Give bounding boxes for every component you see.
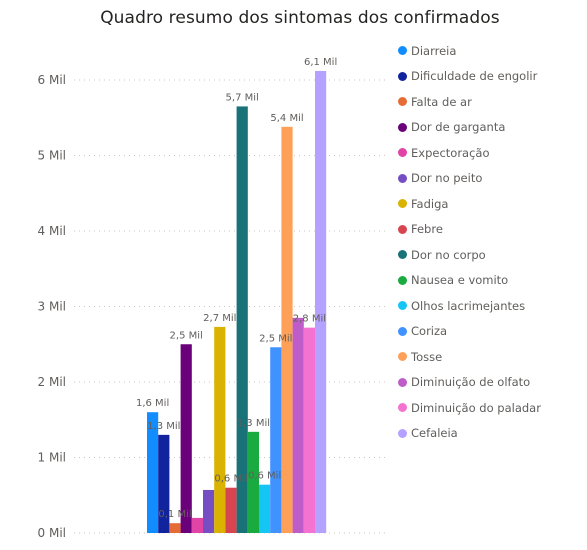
- legend-item[interactable]: Cefaleia: [398, 421, 541, 447]
- legend-item[interactable]: Expectoração: [398, 140, 541, 166]
- legend-swatch: [398, 352, 407, 362]
- legend-label: Coriza: [411, 324, 448, 339]
- bar-5: [203, 489, 215, 533]
- legend-label: Diminuição do paladar: [411, 400, 541, 415]
- legend-label: Dor no corpo: [411, 247, 486, 262]
- legend-label: Dificuldade de engolir: [411, 69, 538, 84]
- legend-item[interactable]: Diarreia: [398, 38, 541, 64]
- data-label: 2,8 Mil: [293, 314, 326, 325]
- bar-8: [236, 106, 248, 534]
- bar-2: [169, 523, 181, 533]
- legend-item[interactable]: Nausea e vomito: [398, 268, 541, 294]
- legend-label: Nausea e vomito: [411, 273, 509, 288]
- legend-item[interactable]: Dificuldade de engolir: [398, 64, 541, 90]
- legend-item[interactable]: Coriza: [398, 319, 541, 345]
- chart-title: Quadro resumo dos sintomas dos confirmad…: [100, 8, 500, 28]
- y-tick-label: 4 Mil: [38, 224, 66, 238]
- bar-15: [315, 70, 327, 533]
- bar-13: [292, 317, 304, 533]
- legend-swatch: [398, 97, 407, 107]
- legend-swatch: [398, 250, 407, 260]
- bar-11: [270, 347, 282, 533]
- data-label: 0,6 Mil: [248, 471, 281, 482]
- data-label: 2,7 Mil: [203, 313, 236, 324]
- data-label: 0,1 Mil: [158, 509, 191, 520]
- legend-label: Falta de ar: [411, 94, 472, 109]
- bar-3: [180, 344, 192, 533]
- legend-swatch: [398, 224, 407, 234]
- legend-label: Tosse: [411, 349, 443, 364]
- legend-item[interactable]: Olhos lacrimejantes: [398, 293, 541, 319]
- bar-4: [191, 517, 203, 533]
- legend-label: Olhos lacrimejantes: [411, 298, 526, 313]
- legend-swatch: [398, 428, 407, 438]
- legend-label: Cefaleia: [411, 426, 458, 441]
- legend-item[interactable]: Dor no corpo: [398, 242, 541, 268]
- bar-14: [303, 327, 315, 533]
- legend-item[interactable]: Falta de ar: [398, 89, 541, 115]
- legend-swatch: [398, 199, 407, 209]
- legend-swatch: [398, 173, 407, 183]
- data-label: 1,3 Mil: [147, 421, 180, 432]
- data-label: 5,4 Mil: [270, 113, 303, 124]
- legend-swatch: [398, 326, 407, 336]
- legend-swatch: [398, 148, 407, 158]
- legend-item[interactable]: Diminuição do paladar: [398, 395, 541, 421]
- legend-swatch: [398, 301, 407, 311]
- bar-0: [147, 412, 159, 533]
- data-label: 2,5 Mil: [259, 333, 292, 344]
- legend-item[interactable]: Tosse: [398, 344, 541, 370]
- data-label: 1,3 Mil: [237, 418, 270, 429]
- y-tick-label: 1 Mil: [38, 451, 66, 465]
- y-tick-label: 0 Mil: [38, 526, 66, 540]
- legend-label: Fadiga: [411, 196, 449, 211]
- legend-label: Dor de garganta: [411, 120, 506, 135]
- data-label: 6,1 Mil: [304, 57, 337, 68]
- legend-swatch: [398, 46, 407, 56]
- legend-label: Febre: [411, 222, 443, 237]
- legend-label: Diarreia: [411, 43, 457, 58]
- legend-swatch: [398, 403, 407, 413]
- legend-swatch: [398, 122, 407, 132]
- bar-9: [247, 431, 259, 533]
- y-tick-label: 5 Mil: [38, 149, 66, 163]
- data-label: 5,7 Mil: [226, 92, 259, 103]
- legend-item[interactable]: Diminuição de olfato: [398, 370, 541, 396]
- legend-label: Expectoração: [411, 145, 490, 160]
- legend-swatch: [398, 275, 407, 285]
- y-tick-label: 3 Mil: [38, 300, 66, 314]
- bar-6: [214, 326, 226, 533]
- bar-12: [281, 126, 293, 533]
- data-label: 0,6 Mil: [214, 474, 247, 485]
- legend-item[interactable]: Dor no peito: [398, 166, 541, 192]
- bar-7: [225, 487, 237, 533]
- legend-label: Diminuição de olfato: [411, 375, 531, 390]
- bar-1: [158, 434, 170, 533]
- y-tick-label: 2 Mil: [38, 375, 66, 389]
- data-label: 1,6 Mil: [136, 398, 169, 409]
- y-tick-label: 6 Mil: [38, 73, 66, 87]
- legend-label: Dor no peito: [411, 171, 483, 186]
- chart-legend: Diarreia Dificuldade de engolir Falta de a…: [398, 38, 541, 446]
- legend-item[interactable]: Dor de garganta: [398, 115, 541, 141]
- bar-10: [259, 484, 271, 533]
- data-label: 2,5 Mil: [170, 330, 203, 341]
- legend-item[interactable]: Febre: [398, 217, 541, 243]
- legend-swatch: [398, 377, 407, 387]
- legend-item[interactable]: Fadiga: [398, 191, 541, 217]
- legend-swatch: [398, 71, 407, 81]
